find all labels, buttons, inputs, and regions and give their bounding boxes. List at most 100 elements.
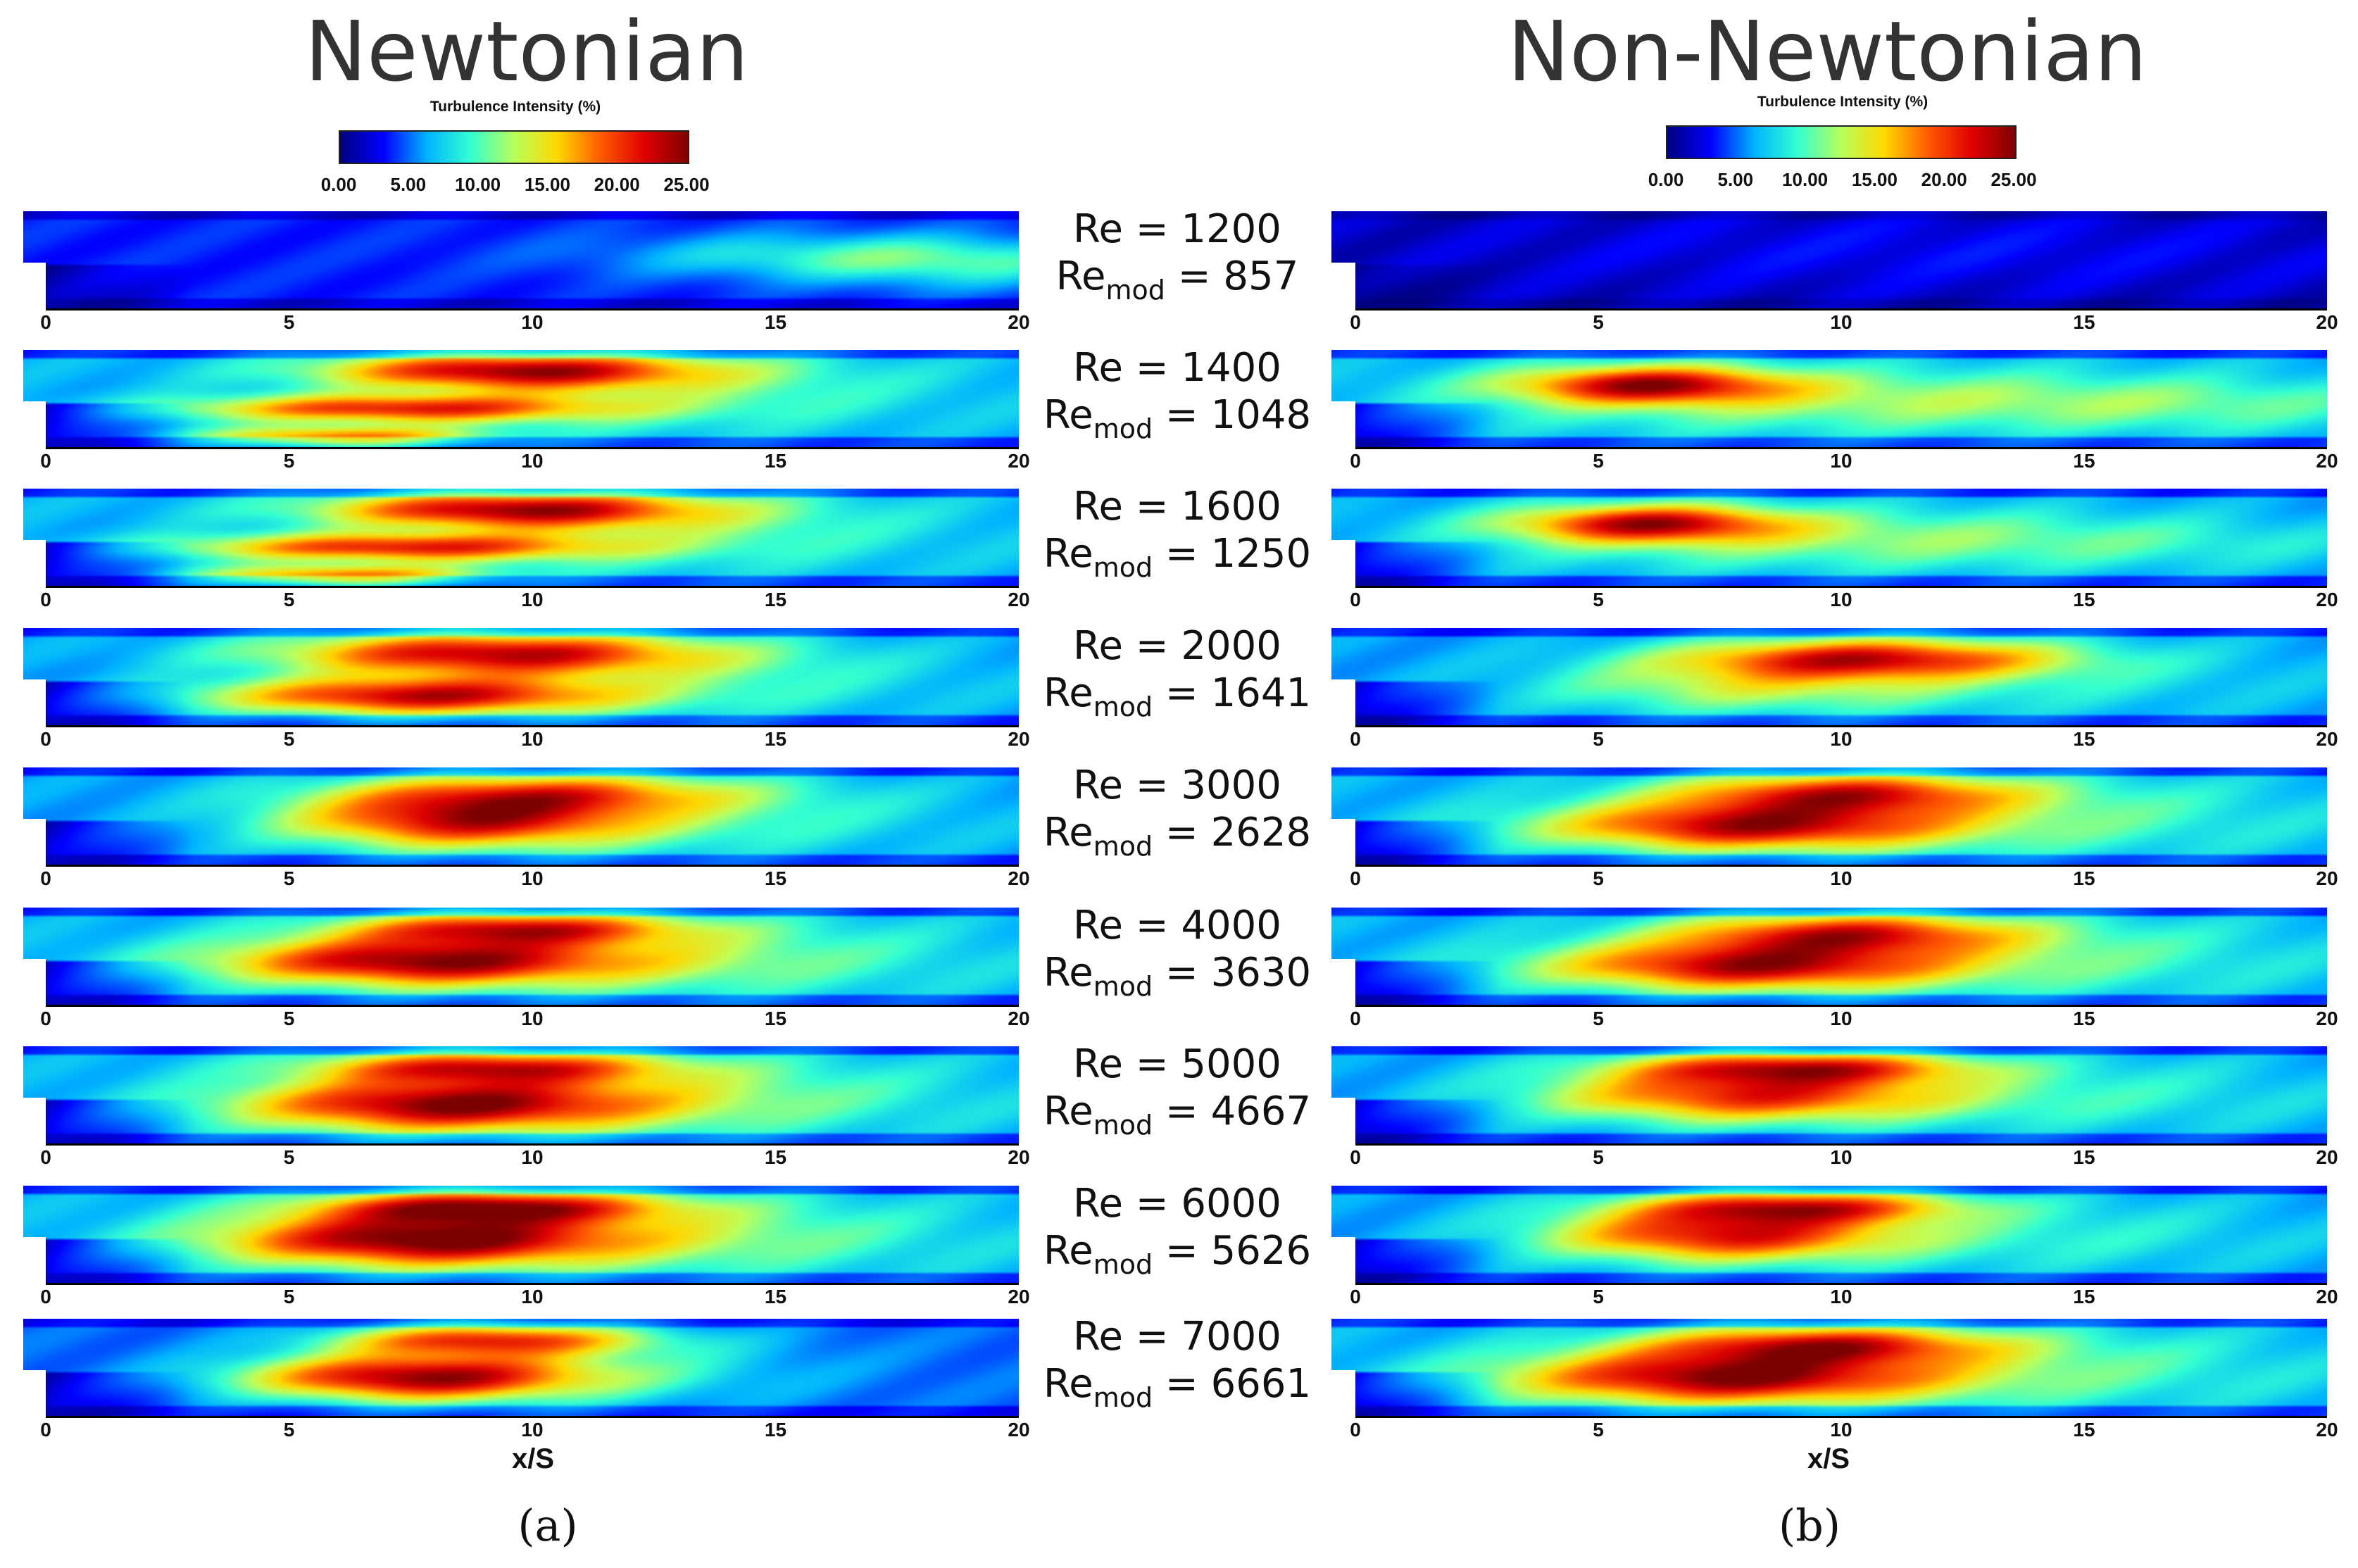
x-tick-label: 5 — [1593, 1419, 1604, 1441]
x-tick-label: 20 — [2316, 589, 2338, 610]
x-tick-label: 10 — [521, 867, 544, 889]
x-tick-label: 10 — [521, 1286, 544, 1307]
x-tick-label: 10 — [1830, 728, 1852, 750]
left-contour-panel — [23, 908, 1019, 1007]
modified-reynolds-number: Remod = 2628 — [1029, 809, 1325, 863]
x-tick-label: 5 — [1593, 1146, 1604, 1168]
x-tick-label: 0 — [1350, 1419, 1361, 1441]
modified-reynolds-number: Remod = 1641 — [1029, 670, 1325, 724]
colorbar-title-right: Turbulence Intensity (%) — [1757, 94, 1929, 110]
x-tick-label: 0 — [1350, 1146, 1361, 1168]
left-contour-field — [23, 628, 1019, 727]
x-axis-line — [1355, 308, 2327, 311]
re-mod-prefix: Re — [1043, 531, 1093, 577]
x-tick-label: 10 — [521, 1419, 544, 1441]
non-newtonian-title: Non-Newtonian — [1507, 3, 2147, 100]
right-contour-panel — [1331, 908, 2327, 1007]
x-tick-label: 5 — [1593, 867, 1604, 889]
x-tick-label: 15 — [764, 1008, 787, 1029]
re-mod-prefix: Re — [1043, 1089, 1093, 1135]
x-tick-label: 15 — [2073, 1146, 2095, 1168]
left-contour-field — [23, 1046, 1019, 1145]
x-tick-label: 0 — [40, 1419, 51, 1441]
re-mod-subscript: mod — [1093, 413, 1153, 445]
left-contour-panel — [23, 767, 1019, 867]
x-tick-label: 0 — [40, 450, 51, 472]
re-mod-prefix: Re — [1043, 950, 1093, 996]
reynolds-label: Re = 3000 Remod = 2628 — [1029, 762, 1325, 863]
x-tick-label: 0 — [1350, 311, 1361, 333]
x-tick-label: 20 — [2316, 728, 2338, 750]
x-tick-label: 15 — [764, 311, 787, 333]
right-contour-panel — [1331, 767, 2327, 867]
reynolds-number: Re = 1600 — [1073, 484, 1281, 529]
step-block — [23, 1237, 46, 1284]
x-tick-label: 10 — [521, 589, 544, 610]
x-axis-line — [1355, 865, 2327, 867]
left-contour-field — [23, 767, 1019, 866]
re-mod-subscript: mod — [1093, 552, 1153, 584]
x-tick-label: 20 — [1008, 1008, 1030, 1029]
x-tick-label: 20 — [2316, 311, 2338, 333]
x-tick-label: 15 — [2073, 1286, 2095, 1307]
x-axis-line — [46, 1005, 1019, 1007]
x-tick-label: 20 — [1008, 1286, 1030, 1307]
re-mod-value: = 5626 — [1153, 1228, 1312, 1274]
x-tick-label: 10 — [1830, 1008, 1852, 1029]
right-contour-panel — [1331, 1046, 2327, 1146]
colorbar-tick-label: 10.00 — [455, 174, 501, 195]
x-tick-label: 5 — [283, 1419, 295, 1441]
x-tick-label: 20 — [1008, 867, 1030, 889]
re-mod-value: = 4667 — [1153, 1089, 1312, 1135]
left-contour-panel — [23, 1186, 1019, 1285]
x-tick-label: 10 — [1830, 450, 1852, 472]
x-tick-label: 10 — [521, 728, 544, 750]
x-axis-line — [46, 1416, 1019, 1418]
x-tick-label: 10 — [521, 1008, 544, 1029]
x-tick-label: 5 — [283, 450, 295, 472]
x-tick-label: 10 — [521, 311, 544, 333]
re-mod-prefix: Re — [1055, 253, 1106, 300]
x-tick-label: 15 — [2073, 589, 2095, 610]
x-axis-line — [46, 308, 1019, 311]
x-tick-label: 0 — [1350, 1286, 1361, 1307]
re-mod-value: = 2628 — [1153, 810, 1312, 856]
step-block — [1331, 1370, 1355, 1417]
reynolds-number: Re = 4000 — [1073, 903, 1281, 948]
right-contour-field — [1331, 767, 2327, 866]
colorbar-tick-label: 25.00 — [1990, 169, 2037, 190]
x-tick-label: 5 — [1593, 1286, 1604, 1307]
re-mod-subscript: mod — [1093, 971, 1153, 1003]
x-axis-line — [1355, 1005, 2327, 1007]
panel-label-b: (b) — [1778, 1500, 1841, 1551]
right-contour-field — [1331, 1186, 2327, 1284]
x-tick-label: 5 — [283, 1286, 295, 1307]
x-tick-label: 5 — [1593, 589, 1604, 610]
left-contour-panel — [23, 628, 1019, 727]
x-tick-label: 20 — [2316, 1286, 2338, 1307]
re-mod-value: = 3630 — [1153, 950, 1312, 996]
re-mod-prefix: Re — [1043, 1228, 1093, 1274]
re-mod-subscript: mod — [1093, 1249, 1153, 1281]
right-contour-field — [1331, 628, 2327, 727]
x-tick-label: 0 — [40, 867, 51, 889]
re-mod-subscript: mod — [1105, 275, 1165, 306]
x-tick-label: 10 — [1830, 589, 1852, 610]
step-block — [23, 263, 46, 310]
reynolds-label: Re = 2000 Remod = 1641 — [1029, 622, 1325, 724]
colorbar-tick-label: 15.00 — [524, 174, 570, 195]
x-tick-label: 0 — [1350, 728, 1361, 750]
x-tick-label: 0 — [40, 1146, 51, 1168]
reynolds-number: Re = 3000 — [1073, 763, 1281, 808]
x-tick-label: 10 — [1830, 867, 1852, 889]
x-axis-line — [1355, 1416, 2327, 1418]
x-tick-label: 5 — [283, 1146, 295, 1168]
reynolds-number: Re = 1200 — [1073, 206, 1281, 252]
x-tick-label: 0 — [40, 1286, 51, 1307]
x-tick-label: 15 — [764, 1146, 787, 1168]
x-axis-line — [46, 865, 1019, 867]
x-tick-label: 20 — [2316, 867, 2338, 889]
x-axis-label-right: x/S — [1807, 1443, 1850, 1474]
x-tick-label: 5 — [283, 867, 295, 889]
reynolds-label: Re = 6000 Remod = 5626 — [1029, 1180, 1325, 1281]
